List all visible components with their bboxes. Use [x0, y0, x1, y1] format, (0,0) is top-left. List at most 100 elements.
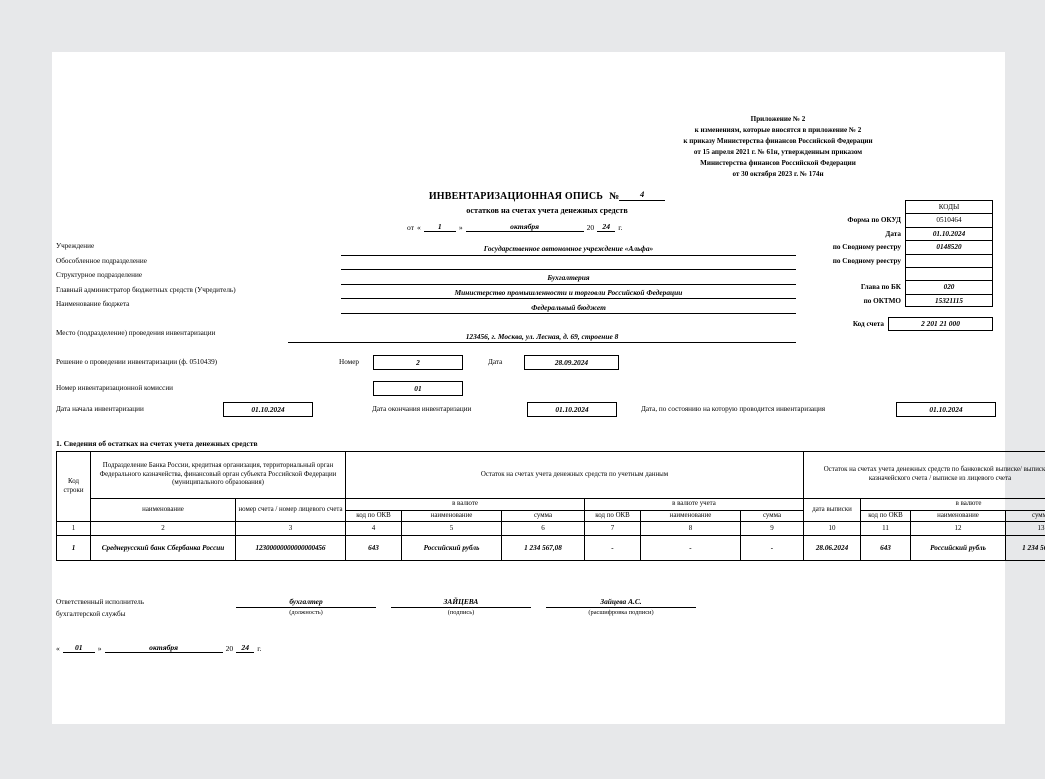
document-day: 1 [423, 222, 456, 233]
codes-row-blank [905, 266, 993, 281]
colnum-11: 11 [860, 521, 911, 537]
th-org-account: номер счета / номер лицевого счета [235, 497, 346, 523]
signature-position-caption: (должность) [289, 608, 323, 616]
field-decision-number-value: 2 [373, 355, 463, 370]
codes-value-date: 01.10.2024 [932, 229, 966, 238]
page-subtitle: остатков на счетах учета денежных средст… [466, 205, 628, 215]
codes-label-date: Дата [885, 229, 901, 238]
section-heading: 1. Сведения об остатках на счетах учета … [56, 439, 258, 448]
th-accu-sum: сумма [740, 509, 804, 523]
footer-date-line: « 01 » октября 20 24 г. [56, 643, 262, 654]
cell-bank-name: Российский рубль [910, 535, 1006, 562]
field-place-label: Место (подразделение) проведения инвента… [56, 329, 216, 337]
field-chief-administrator-label: Главный администратор бюджетных средств … [56, 285, 236, 294]
codes-row-oktmo: по ОКТМО 15321115 [864, 293, 993, 308]
balances-table: Код строки Подразделение Банка России, к… [56, 450, 1045, 562]
field-place-value: 123456, г. Москва, ул. Лесная, д. 69, ст… [288, 332, 796, 343]
th-in-currency-bank: в валюте [859, 498, 1045, 511]
codes-label-okud: Форма по ОКУД [847, 216, 901, 225]
date-prefix: от [407, 223, 415, 232]
field-decision: Решение о проведении инвентаризации (ф. … [56, 355, 676, 371]
footer-day: 01 [62, 643, 95, 654]
page-title-block: ИНВЕНТАРИЗАЦИОННАЯ ОПИСЬ № 4 остатков на с… [382, 189, 712, 216]
field-end-date-label: Дата окончания инвентаризации [372, 405, 472, 413]
field-budget-name-label: Наименование бюджета [56, 300, 130, 309]
codes-label-registry-2: по Сводному реестру [832, 256, 901, 265]
document-month: октября [465, 222, 584, 233]
th-in-currency-acc: в валюте [345, 498, 585, 511]
colnum-6: 6 [501, 521, 585, 537]
title-number-value: 4 [619, 189, 666, 201]
field-asof-date-label: Дата, по состоянию на которую проводится… [641, 405, 826, 413]
codes-row-okud: Форма по ОКУД 0510464 [847, 213, 993, 227]
codes-label-bk: Глава по БК [860, 283, 901, 292]
table-column-numbers-row: 1 2 3 4 5 6 7 8 9 10 11 12 13 [56, 521, 1045, 537]
cell-bank-okv: 643 [860, 535, 911, 562]
field-commission-value: 01 [373, 381, 463, 396]
codes-label-registry-1: по Сводному реестру [832, 243, 901, 252]
footer-month: октября [104, 643, 223, 654]
title-number-label: № [609, 191, 620, 202]
field-dates: Дата начала инвентаризации 01.10.2024 Да… [56, 402, 999, 418]
field-end-date-value: 01.10.2024 [527, 402, 617, 417]
colnum-9: 9 [740, 521, 804, 537]
account-code-value: 2 201 21 000 [921, 319, 960, 328]
table-header-row-1: Код строки Подразделение Банка России, к… [56, 450, 1045, 523]
field-budget-name: Наименование бюджета Федеральный бюджет [56, 300, 796, 315]
colnum-1: 1 [56, 521, 91, 537]
cell-acc-sum: 1 234 567,08 [501, 535, 585, 562]
th-bank-group: Остаток на счетах учета денежных средств… [802, 451, 1045, 499]
cell-acc-name: Российский рубль [401, 535, 502, 562]
th-bank-okv: код по ОКВ [860, 509, 911, 523]
codes-label-oktmo: по ОКТМО [863, 296, 901, 305]
field-structural-unit: Структурное подразделение Бухгалтерия [56, 271, 796, 286]
field-start-date-label: Дата начала инвентаризации [56, 405, 144, 413]
th-accounting-group: Остаток на счетах учета денежных средств… [345, 451, 804, 499]
codes-value-okud: 0510464 [936, 216, 962, 225]
field-decision-number-label: Номер [339, 358, 359, 366]
quote-close: » [458, 223, 463, 232]
signature-position-value: бухгалтер [236, 597, 376, 608]
appendix-line-3: к приказу Министерства финансов Российск… [683, 136, 873, 145]
cell-org-account: 12300000000000000456 [235, 535, 346, 562]
signature-lead: Ответственный исполнитель бухгалтерской … [56, 597, 144, 620]
appendix-line-1: Приложение № 2 [750, 115, 806, 123]
cell-accu-okv: - [584, 535, 641, 562]
signature-sign-value: ЗАЙЦЕВА [391, 597, 531, 608]
codes-value-oktmo: 15321115 [935, 296, 963, 305]
field-separate-unit-value [341, 269, 796, 271]
field-structural-unit-label: Структурное подразделение [56, 271, 143, 280]
th-accu-name: наименование [640, 509, 741, 523]
field-decision-date-label: Дата [488, 358, 503, 366]
footer-quote-close: » [97, 644, 102, 653]
field-commission: Номер инвентаризационной комиссии 01 [56, 381, 676, 397]
organization-fields: Учреждение Государственное автономное уч… [56, 242, 796, 315]
signature-sign-caption: (подпись) [447, 608, 475, 616]
cell-bank-sum: 1 234 567,08 [1004, 535, 1045, 562]
codes-row-date: Дата 01.10.2024 [885, 226, 993, 241]
colnum-5: 5 [401, 521, 502, 537]
cell-acc-okv: 643 [345, 535, 402, 562]
codes-value-bk: 020 [943, 283, 955, 292]
document-year: 24 [597, 222, 616, 233]
codes-header: КОДЫ [905, 200, 993, 214]
table-header-row-3: код по ОКВ наименование сумма код по ОКВ… [57, 509, 1045, 523]
th-accu-okv: код по ОКВ [584, 509, 641, 523]
field-budget-name-value: Федеральный бюджет [341, 303, 796, 314]
colnum-8: 8 [640, 521, 741, 537]
codes-row-bk: Глава по БК 020 [861, 280, 993, 294]
document-page: Приложение № 2 к изменениям, которые вно… [52, 52, 1045, 724]
field-decision-label: Решение о проведении инвентаризации (ф. … [56, 358, 218, 366]
quote-open: « [417, 223, 421, 232]
footer-year-suffix: г. [257, 644, 262, 653]
signature-name-caption: (расшифровка подписи) [588, 608, 654, 616]
field-asof-date-value: 01.10.2024 [896, 402, 996, 417]
appendix-line-4: от 15 апреля 2021 г. № 61н, утвержденным… [693, 147, 863, 156]
cell-accu-name: - [640, 535, 741, 562]
colnum-2: 2 [90, 521, 236, 537]
signature-lead-line-2: бухгалтерской службы [56, 609, 126, 618]
colnum-12: 12 [910, 521, 1006, 537]
colnum-13: 13 [1004, 521, 1045, 537]
cell-accu-sum: - [740, 535, 804, 562]
field-institution-value: Государственное автономное учреждение «А… [341, 244, 796, 256]
